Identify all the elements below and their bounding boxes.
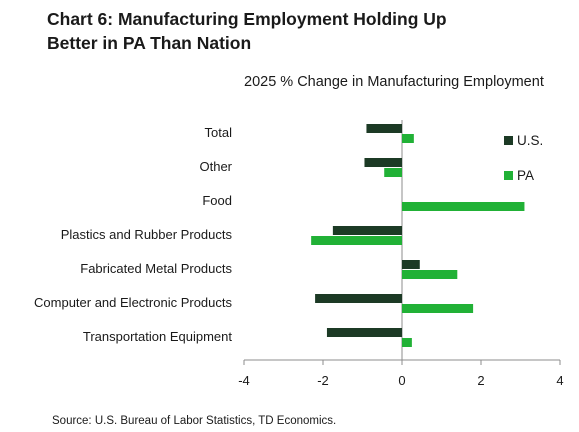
bar-u-s-plastics-and-rubber-products (332, 226, 402, 235)
chart-title-line2: Better in PA Than Nation (47, 33, 252, 53)
category-label-computer-and-electronic-products: Computer and Electronic Products (34, 295, 232, 310)
chart-title-line1: Chart 6: Manufacturing Employment Holdin… (47, 9, 447, 29)
chart-subtitle: 2025 % Change in Manufacturing Employmen… (244, 74, 544, 90)
x-tick-label: 4 (556, 373, 563, 388)
category-label-other: Other (199, 159, 232, 174)
bar-u-s-computer-and-electronic-products (315, 294, 402, 303)
bar-pa-plastics-and-rubber-products (311, 236, 402, 245)
category-label-total: Total (205, 125, 233, 140)
bar-u-s-fabricated-metal-products (402, 260, 420, 269)
x-tick-label: -2 (317, 373, 329, 388)
category-label-plastics-and-rubber-products: Plastics and Rubber Products (61, 227, 233, 242)
category-label-fabricated-metal-products: Fabricated Metal Products (80, 261, 232, 276)
category-label-food: Food (202, 193, 232, 208)
bar-pa-total (402, 134, 414, 143)
legend-swatch-pa (504, 171, 513, 180)
legend-swatch-u-s (504, 136, 513, 145)
bar-pa-computer-and-electronic-products (402, 304, 474, 313)
source-note: Source: U.S. Bureau of Labor Statistics,… (52, 415, 337, 427)
category-label-transportation-equipment: Transportation Equipment (83, 329, 232, 344)
chart-title: Chart 6: Manufacturing Employment Holdin… (47, 7, 547, 55)
bar-u-s-transportation-equipment (326, 328, 402, 337)
legend-label-u-s: U.S. (517, 133, 543, 148)
x-tick-label: -4 (238, 373, 250, 388)
legend-label-pa: PA (517, 168, 534, 183)
bar-pa-food (402, 202, 525, 211)
bar-pa-other (384, 168, 402, 177)
bar-u-s-total (366, 124, 402, 133)
x-tick-label: 0 (398, 373, 405, 388)
bar-pa-transportation-equipment (402, 338, 412, 347)
bar-pa-fabricated-metal-products (402, 270, 458, 279)
bar-u-s-other (364, 158, 402, 167)
x-tick-label: 2 (477, 373, 484, 388)
